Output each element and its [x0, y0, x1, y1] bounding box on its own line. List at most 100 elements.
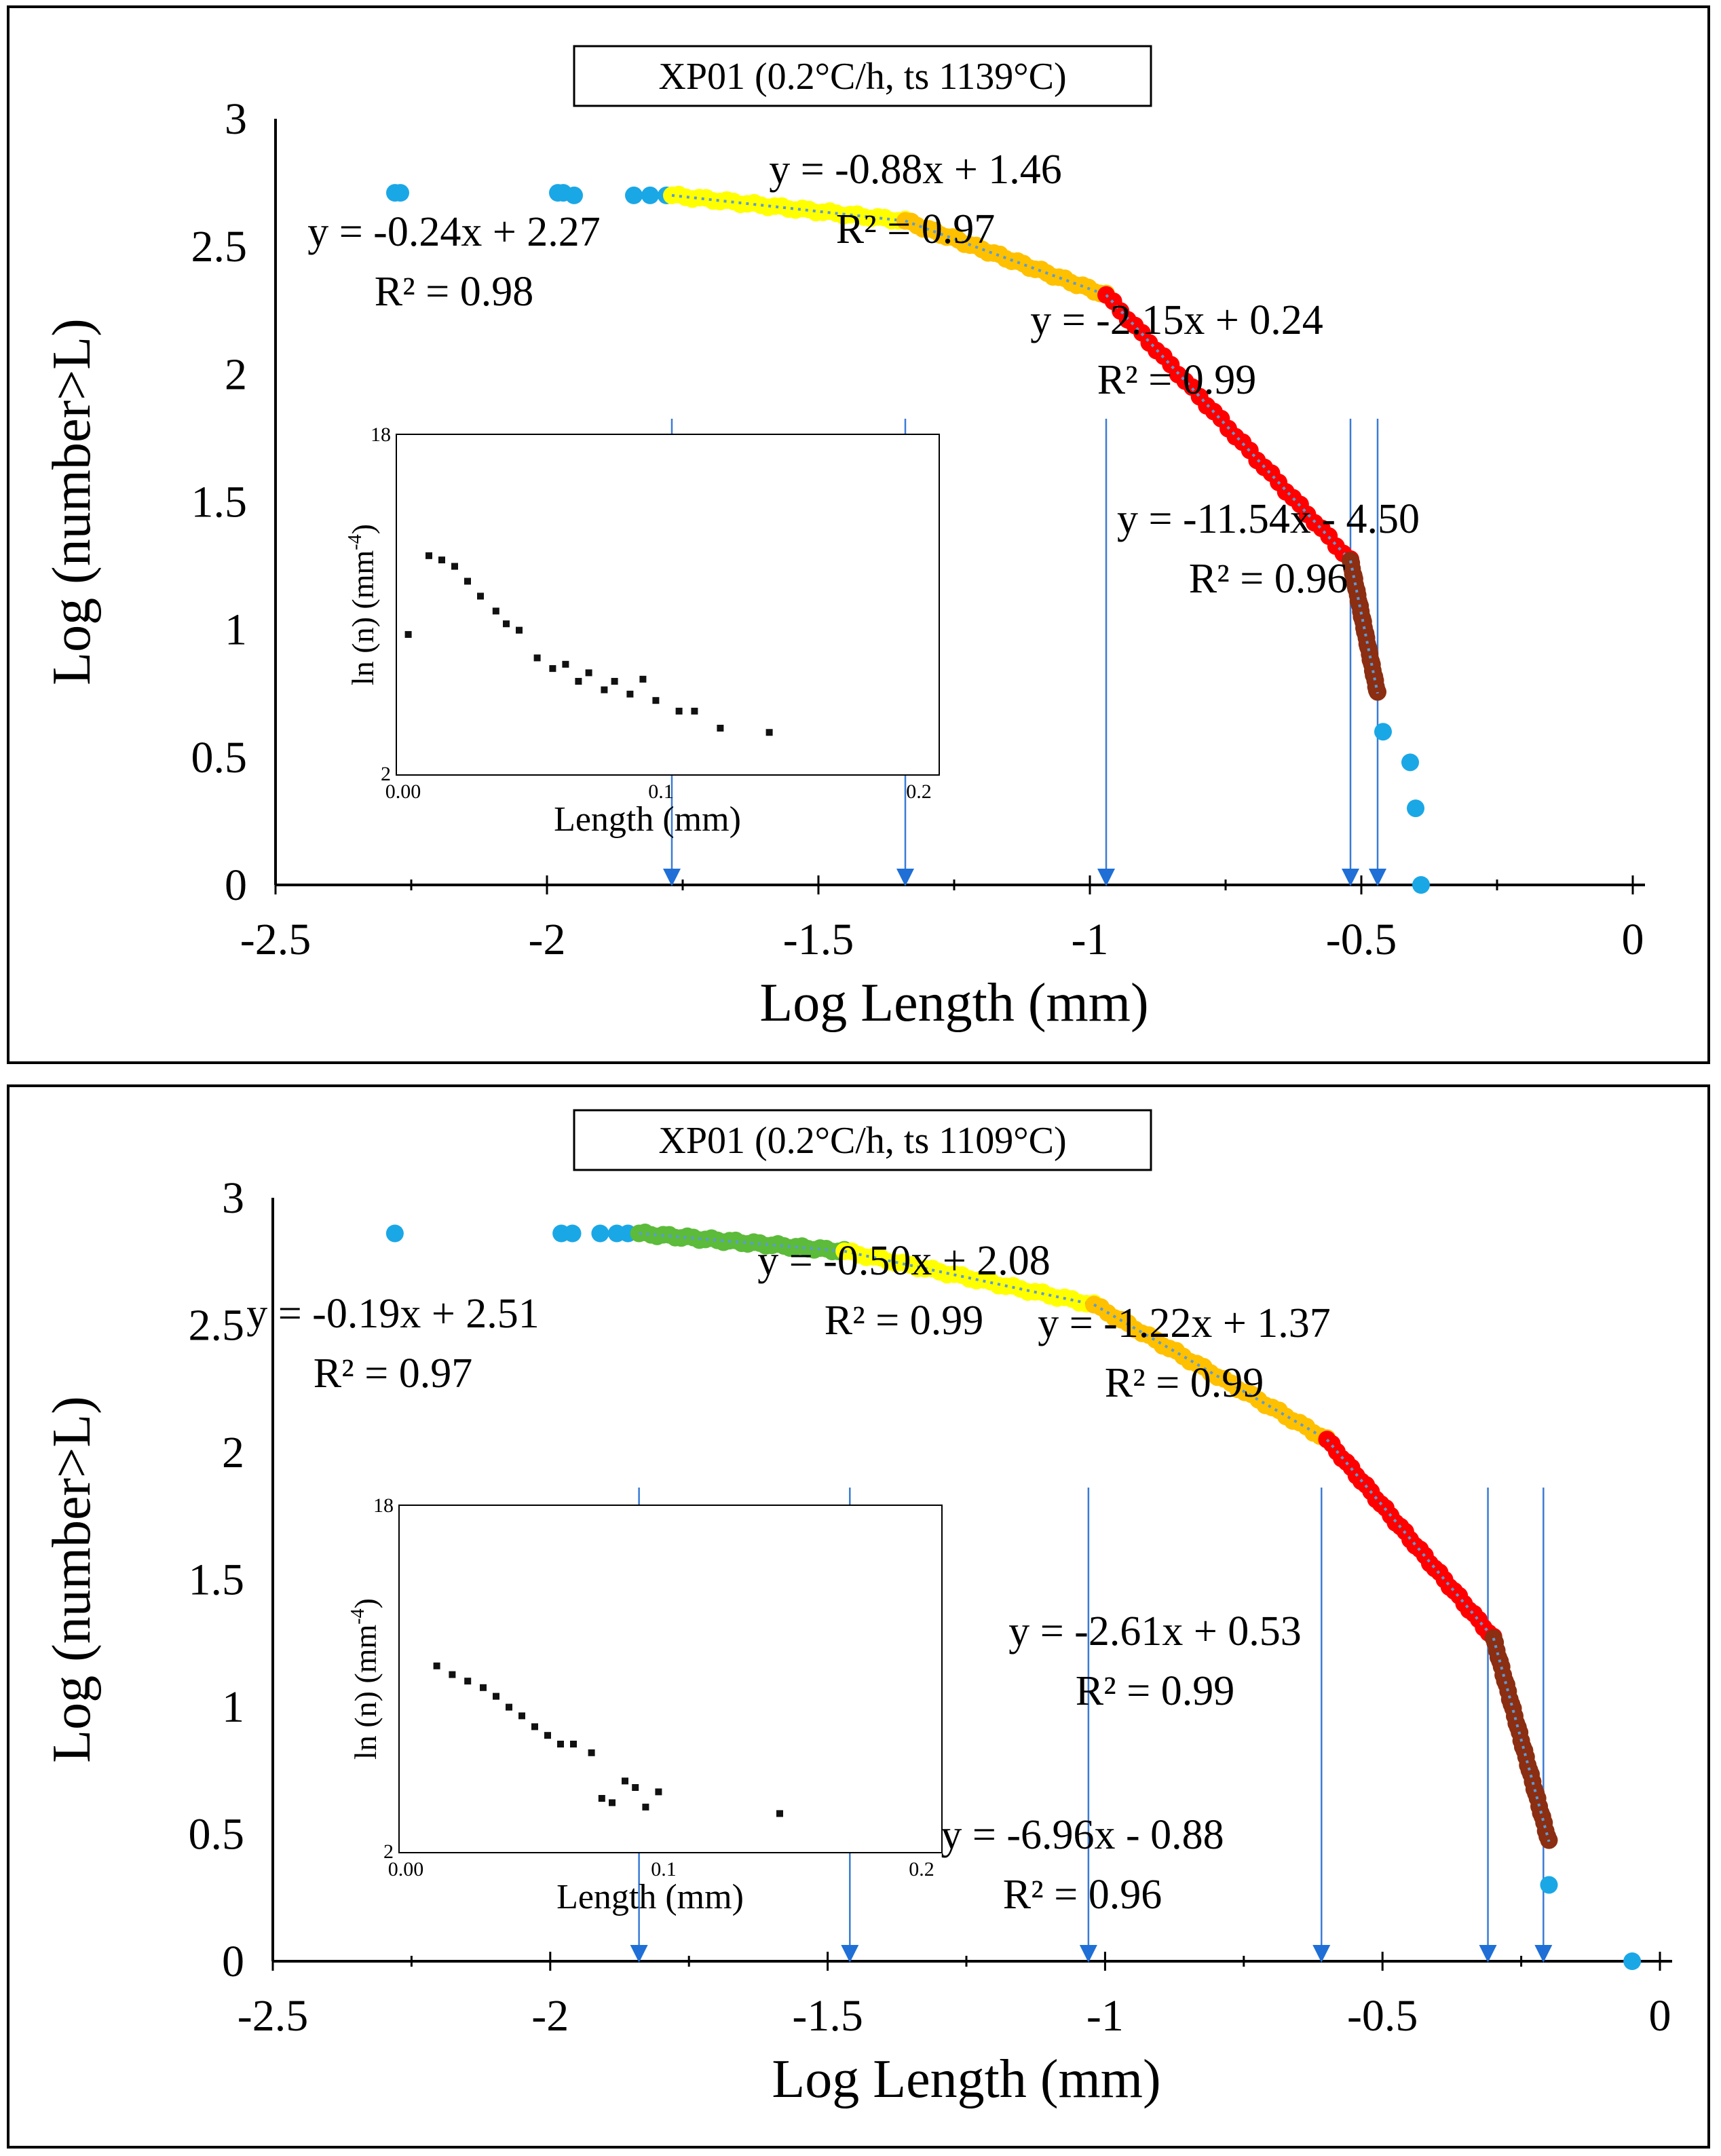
y-tick-label: 3 [222, 1173, 244, 1223]
chart-title: XP01 (0.2°C/h, ts 1139°C) [658, 56, 1066, 98]
x-axis-label: Log Length (mm) [772, 2049, 1160, 2109]
fit-equation: y = -2.61x + 0.53 [1008, 1608, 1302, 1654]
inset-y-axis-label: ln (n) (mm-4) [347, 1598, 383, 1760]
breakpoint-arrow [1369, 869, 1386, 886]
data-point [1369, 683, 1386, 701]
chart-2-canvas: XP01 (0.2°C/h, ts 1109°C) -2.5 -2 -1.5 -1 -0.… [42, 1109, 1672, 2109]
inset-x-tick-label: 0.00 [388, 1858, 424, 1880]
x-tick-label: -2.5 [238, 1991, 308, 2041]
fit-line [844, 1249, 1095, 1306]
data-point-outlier [563, 1224, 582, 1243]
inset-x-tick-label: 0.1 [651, 1858, 677, 1880]
inset-data-point [533, 654, 541, 662]
fit-equation: y = -0.88x + 1.46 [769, 147, 1062, 193]
inset-data-point [585, 669, 592, 677]
title-box [573, 45, 1152, 107]
chart-title: XP01 (0.2°C/h, ts 1109°C) [658, 1120, 1066, 1162]
inset-data-point [776, 1810, 783, 1817]
inset-data-point [493, 1692, 499, 1700]
data-point-outlier [1412, 876, 1430, 894]
inset-x-axis-label: Length (mm) [554, 800, 741, 839]
inset-data-point [464, 1678, 472, 1685]
inset-data-point [433, 1662, 440, 1669]
inset-data-point [438, 556, 445, 564]
inset-data-point [642, 1803, 649, 1811]
fit-r-squared: R² = 0.99 [1105, 1360, 1264, 1406]
inset-frame [396, 434, 940, 776]
y-tick-label: 0 [225, 860, 247, 910]
breakpoint-arrow [1079, 1945, 1097, 1963]
breakpoint-arrow [630, 1945, 648, 1963]
inset-y-tick-label: 18 [371, 423, 391, 446]
y-tick-label: 1.5 [191, 478, 248, 527]
inset-data-point [717, 724, 724, 732]
inset-data-point [464, 578, 471, 585]
y-tick-label: 3 [225, 94, 247, 144]
inset-y-label-close: ) [348, 1598, 383, 1608]
inset-data-point [675, 707, 683, 715]
inset-y-tick-label: 18 [373, 1494, 394, 1517]
inset-data-point [557, 1741, 564, 1747]
fit-equation: y = -0.19x + 2.51 [246, 1291, 540, 1337]
data-point-outlier [1401, 753, 1419, 772]
inset-data-point [611, 677, 618, 685]
fit-equation: y = -6.96x - 0.88 [941, 1812, 1224, 1858]
y-tick-label: 2.5 [191, 222, 248, 271]
x-tick-label: -0.5 [1326, 915, 1397, 964]
y-tick-label: 1 [225, 605, 247, 655]
data-point-outlier [1623, 1952, 1642, 1970]
y-tick-label: 2 [225, 349, 247, 399]
inset-data-point [449, 1671, 456, 1678]
y-axis-label: Log (number>L) [42, 318, 102, 685]
data-point-outlier [1374, 723, 1392, 741]
y-axis-label: Log (number>L) [42, 1396, 102, 1763]
fit-line [639, 1232, 845, 1253]
inset-y-tick-label: 2 [381, 763, 391, 785]
inset-data-point [549, 665, 556, 673]
fit-r-squared: R² = 0.98 [375, 269, 533, 315]
fit-line [1349, 560, 1379, 694]
inset-data-point [503, 620, 510, 628]
inset-data-point [655, 1788, 662, 1796]
fit-equation: y = -11.54x - 4.50 [1117, 496, 1420, 542]
fit-r-squared: R² = 0.99 [1076, 1668, 1234, 1714]
fit-r-squared: R² = 0.96 [1003, 1872, 1162, 1918]
data-point-outlier [392, 184, 409, 202]
x-tick-label: -1.5 [783, 915, 854, 964]
data-point-outlier [625, 186, 643, 204]
inset-data-point [601, 686, 608, 694]
breakpoint-arrow [1534, 1945, 1553, 1963]
inset-data-point [632, 1784, 639, 1791]
x-tick-label: 0 [1649, 1991, 1671, 2041]
inset-data-point [691, 707, 698, 715]
breakpoint-arrow [841, 1945, 859, 1963]
x-tick-label: -2 [531, 1991, 569, 2041]
breakpoint-arrow [1479, 1945, 1497, 1963]
fit-r-squared: R² = 0.99 [1097, 357, 1256, 403]
inset-data-point [506, 1703, 512, 1711]
breakpoint-arrow [1312, 1945, 1331, 1963]
inset-y-tick-label: 2 [383, 1840, 394, 1863]
y-tick-label: 2 [222, 1428, 244, 1477]
inset-x-tick-label: 0.2 [906, 780, 932, 803]
fit-equation: y = -1.22x + 1.37 [1038, 1300, 1331, 1346]
data-point-outlier [385, 1224, 404, 1243]
inset-y-label-text: ln (n) (mm [345, 550, 380, 685]
y-tick-label: 1.5 [189, 1555, 245, 1605]
inset-x-tick-label: 0.00 [385, 780, 421, 803]
fit-r-squared: R² = 0.97 [836, 206, 995, 252]
data-point-outlier [1407, 799, 1424, 818]
y-tick-label: 1 [222, 1682, 244, 1732]
fit-line [905, 219, 1107, 297]
data-point-outlier [641, 186, 659, 204]
inset-data-point [588, 1749, 595, 1756]
breakpoint-arrow [1342, 869, 1359, 886]
inset-data-point [477, 592, 484, 600]
x-tick-label: 0 [1622, 915, 1644, 964]
x-tick-label: -0.5 [1347, 1991, 1418, 2041]
breakpoint-arrow [1097, 869, 1115, 886]
inset-y-label-text: ln (n) (mm [348, 1624, 383, 1760]
x-tick-label: -2.5 [240, 915, 311, 964]
inset-data-point [626, 690, 634, 698]
inset-data-point [480, 1684, 487, 1691]
